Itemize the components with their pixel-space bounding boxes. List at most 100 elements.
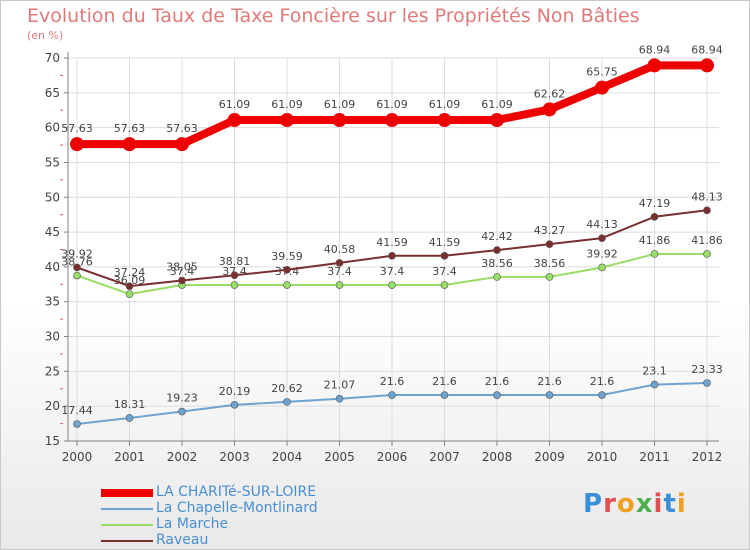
data-label-1-7: 21.6 bbox=[432, 375, 457, 388]
data-label-3-5: 40.58 bbox=[324, 243, 356, 256]
data-point-2-10 bbox=[598, 263, 606, 272]
x-tick-label-2004: 2004 bbox=[272, 450, 303, 464]
data-label-3-9: 43.27 bbox=[534, 224, 566, 237]
y-tick-label-40: 40 bbox=[45, 260, 60, 274]
data-point-0-4 bbox=[280, 113, 294, 128]
data-label-0-10: 65.75 bbox=[586, 66, 618, 79]
data-label-3-0: 39.92 bbox=[61, 247, 93, 260]
chart-title: Evolution du Taux de Taxe Foncière sur l… bbox=[27, 5, 640, 27]
data-point-3-0 bbox=[73, 263, 81, 272]
data-point-2-0 bbox=[73, 271, 81, 280]
legend-swatch-2 bbox=[101, 524, 153, 526]
data-point-3-2 bbox=[178, 276, 186, 285]
data-label-2-2: 37.4 bbox=[170, 265, 195, 278]
data-label-0-5: 61.09 bbox=[324, 98, 356, 111]
data-label-0-12: 68.94 bbox=[691, 43, 723, 56]
x-tick-label-2008: 2008 bbox=[482, 450, 513, 464]
legend-label-1: La Chapelle-Montlinard bbox=[156, 500, 318, 516]
data-label-0-11: 68.94 bbox=[639, 43, 671, 56]
data-point-2-7 bbox=[440, 281, 449, 289]
data-point-3-5 bbox=[335, 259, 344, 267]
data-label-1-6: 21.6 bbox=[380, 375, 405, 388]
data-label-2-8: 38.56 bbox=[481, 257, 513, 270]
x-tick-label-2003: 2003 bbox=[219, 450, 250, 464]
data-label-3-11: 47.19 bbox=[639, 197, 671, 210]
data-point-2-9 bbox=[545, 273, 554, 281]
brand-letter: o bbox=[616, 489, 636, 519]
data-label-3-7: 41.59 bbox=[429, 236, 461, 249]
data-label-2-12: 41.86 bbox=[691, 234, 723, 247]
y-tick-label-60: 60 bbox=[45, 121, 60, 135]
data-point-1-0 bbox=[73, 420, 81, 428]
data-label-1-11: 23.1 bbox=[642, 365, 667, 378]
data-point-0-3 bbox=[227, 113, 242, 128]
brand-letter: t bbox=[663, 489, 677, 519]
data-point-1-10 bbox=[598, 391, 606, 399]
data-point-0-7 bbox=[437, 113, 452, 128]
y-axis-unit-label: (en %) bbox=[27, 29, 64, 42]
x-tick-label-2005: 2005 bbox=[324, 450, 355, 464]
brand-letter: r bbox=[603, 489, 617, 519]
data-label-1-3: 20.19 bbox=[219, 385, 251, 398]
brand-letter: i bbox=[676, 489, 687, 519]
data-label-1-1: 18.31 bbox=[114, 398, 146, 411]
data-label-1-2: 19.23 bbox=[166, 392, 198, 405]
data-point-3-6 bbox=[388, 252, 396, 260]
data-label-2-0: 38.76 bbox=[61, 256, 93, 269]
data-label-1-5: 21.07 bbox=[324, 379, 356, 392]
data-point-1-5 bbox=[335, 394, 344, 403]
x-tick-label-2002: 2002 bbox=[167, 450, 198, 464]
data-label-3-1: 37.24 bbox=[114, 266, 146, 279]
data-label-0-3: 61.09 bbox=[219, 98, 251, 111]
data-label-3-4: 39.59 bbox=[271, 250, 303, 263]
data-label-3-12: 48.13 bbox=[691, 190, 723, 203]
y-tick-label-55: 55 bbox=[45, 155, 60, 169]
data-point-3-11 bbox=[650, 213, 659, 221]
data-point-3-8 bbox=[493, 246, 501, 254]
data-point-3-1 bbox=[125, 282, 134, 290]
data-label-0-0: 57.63 bbox=[61, 122, 93, 135]
data-label-3-2: 38.05 bbox=[166, 260, 198, 273]
x-tick-label-2010: 2010 bbox=[587, 450, 618, 464]
data-label-0-2: 57.63 bbox=[166, 122, 198, 135]
data-label-1-12: 23.33 bbox=[691, 363, 723, 376]
data-label-1-9: 21.6 bbox=[537, 375, 562, 388]
data-point-0-12 bbox=[700, 58, 714, 73]
data-label-1-8: 21.6 bbox=[485, 375, 510, 388]
x-tick-label-2012: 2012 bbox=[692, 450, 723, 464]
data-point-1-4 bbox=[283, 398, 291, 406]
legend-label-0: LA CHARITé-SUR-LOIRE bbox=[156, 484, 317, 500]
data-label-2-7: 37.4 bbox=[432, 265, 457, 278]
data-point-2-5 bbox=[335, 281, 344, 289]
data-point-1-2 bbox=[178, 407, 186, 416]
data-label-1-10: 21.6 bbox=[590, 375, 615, 388]
data-point-1-7 bbox=[440, 391, 449, 399]
data-point-2-6 bbox=[388, 281, 396, 289]
data-label-3-8: 42.42 bbox=[481, 230, 513, 243]
data-point-0-2 bbox=[175, 137, 189, 152]
data-label-0-8: 61.09 bbox=[481, 98, 513, 111]
y-tick-label-20: 20 bbox=[45, 399, 60, 413]
data-point-0-6 bbox=[385, 113, 399, 128]
data-point-3-3 bbox=[230, 271, 239, 279]
data-label-0-9: 62.62 bbox=[534, 87, 566, 100]
data-label-3-10: 44.13 bbox=[586, 218, 618, 231]
data-point-2-12 bbox=[703, 250, 711, 258]
x-tick-label-2009: 2009 bbox=[534, 450, 565, 464]
data-point-1-6 bbox=[388, 391, 396, 399]
y-tick-label-25: 25 bbox=[45, 364, 60, 378]
data-point-3-7 bbox=[440, 252, 449, 260]
y-tick-label-45: 45 bbox=[45, 225, 60, 239]
data-label-0-6: 61.09 bbox=[376, 98, 408, 111]
data-label-0-7: 61.09 bbox=[429, 98, 461, 111]
y-tick-label-15: 15 bbox=[45, 434, 60, 448]
data-label-1-4: 20.62 bbox=[271, 382, 303, 395]
legend-swatch-1 bbox=[101, 508, 153, 510]
data-point-2-8 bbox=[493, 273, 501, 281]
brand-logo: Proxiti bbox=[583, 489, 687, 519]
x-tick-label-2007: 2007 bbox=[429, 450, 460, 464]
data-point-2-4 bbox=[283, 281, 291, 289]
y-tick-label-30: 30 bbox=[45, 330, 60, 344]
legend-label-2: La Marche bbox=[156, 516, 229, 532]
